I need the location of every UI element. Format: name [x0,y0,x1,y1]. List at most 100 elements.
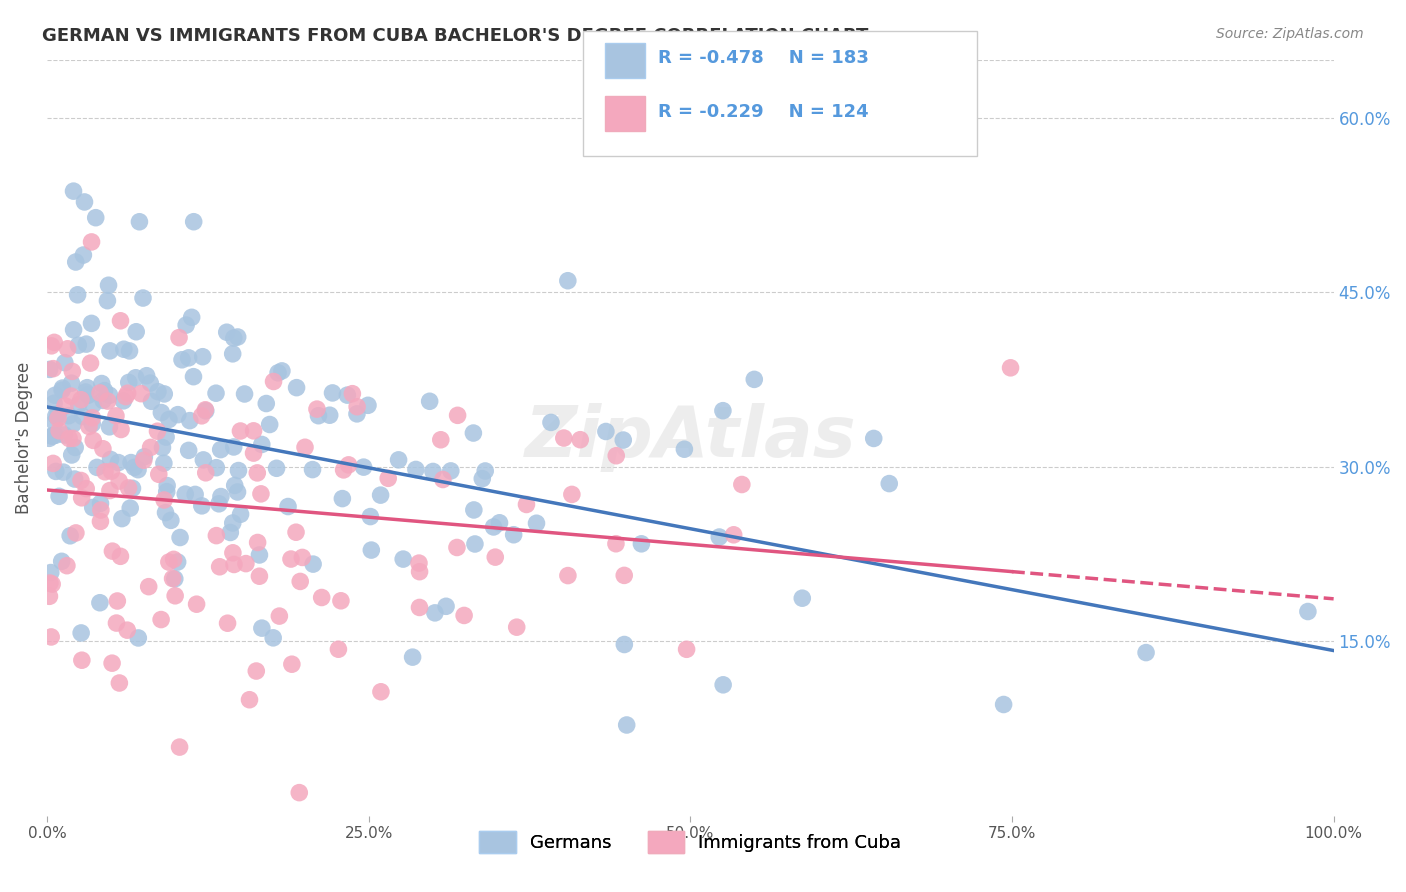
Germans [612,433,634,447]
Germans [91,393,114,408]
Germans [155,506,177,520]
Germans [434,599,457,614]
Immigrants from Cuba [446,409,468,423]
Germans [157,412,180,426]
Germans [84,211,107,225]
Legend: Germans, Immigrants from Cuba: Germans, Immigrants from Cuba [472,823,908,860]
Immigrants from Cuba [169,740,191,755]
Germans [502,527,524,541]
Germans [250,437,273,451]
Germans [174,318,197,332]
Germans [44,388,66,402]
Germans [98,419,121,434]
Germans [125,325,148,339]
Germans [1135,646,1157,660]
Immigrants from Cuba [114,390,136,404]
Germans [233,387,256,401]
Germans [259,417,281,432]
Germans [673,442,696,457]
Immigrants from Cuba [157,555,180,569]
Germans [118,376,141,390]
Germans [72,409,94,424]
Germans [464,537,486,551]
Germans [419,394,441,409]
Germans [346,407,368,421]
Immigrants from Cuba [97,394,120,409]
Germans [222,440,245,454]
Immigrants from Cuba [430,433,453,447]
Immigrants from Cuba [70,392,93,407]
Immigrants from Cuba [217,616,239,631]
Immigrants from Cuba [104,409,127,423]
Germans [177,351,200,365]
Immigrants from Cuba [117,623,139,637]
Germans [111,511,134,525]
Germans [82,500,104,515]
Immigrants from Cuba [222,558,245,572]
Immigrants from Cuba [377,471,399,485]
Immigrants from Cuba [408,556,430,570]
Immigrants from Cuba [44,335,66,350]
Immigrants from Cuba [370,685,392,699]
Germans [141,394,163,409]
Immigrants from Cuba [98,483,121,498]
Immigrants from Cuba [288,786,311,800]
Immigrants from Cuba [110,314,132,328]
Germans [80,317,103,331]
Immigrants from Cuba [432,473,454,487]
Immigrants from Cuba [56,342,79,356]
Germans [134,450,156,464]
Immigrants from Cuba [246,466,269,480]
Immigrants from Cuba [285,525,308,540]
Immigrants from Cuba [48,424,70,438]
Germans [440,464,463,478]
Germans [308,409,330,423]
Immigrants from Cuba [281,657,304,672]
Germans [359,509,381,524]
Germans [174,487,197,501]
Germans [215,325,238,339]
Immigrants from Cuba [150,613,173,627]
Germans [45,464,67,478]
Immigrants from Cuba [167,330,190,344]
Immigrants from Cuba [328,642,350,657]
Immigrants from Cuba [132,453,155,467]
Immigrants from Cuba [553,431,575,445]
Germans [463,425,485,440]
Germans [41,428,63,442]
Germans [266,461,288,475]
Immigrants from Cuba [70,474,93,488]
Germans [163,572,186,586]
Immigrants from Cuba [208,559,231,574]
Germans [75,337,97,351]
Germans [139,376,162,390]
Germans [53,428,76,442]
Immigrants from Cuba [41,339,63,353]
Germans [132,291,155,305]
Immigrants from Cuba [446,541,468,555]
Germans [118,343,141,358]
Germans [125,370,148,384]
Germans [180,310,202,325]
Immigrants from Cuba [605,537,627,551]
Germans [332,491,354,506]
Immigrants from Cuba [190,409,212,423]
Immigrants from Cuba [515,498,537,512]
Germans [67,397,90,411]
Germans [711,678,734,692]
Germans [52,465,75,479]
Immigrants from Cuba [138,580,160,594]
Y-axis label: Bachelor's Degree: Bachelor's Degree [15,361,32,514]
Immigrants from Cuba [90,503,112,517]
Immigrants from Cuba [62,432,84,446]
Immigrants from Cuba [100,464,122,478]
Germans [370,488,392,502]
Germans [205,460,228,475]
Germans [38,431,60,445]
Immigrants from Cuba [110,423,132,437]
Immigrants from Cuba [108,676,131,690]
Germans [93,384,115,398]
Germans [488,516,510,530]
Immigrants from Cuba [79,356,101,370]
Germans [482,520,505,534]
